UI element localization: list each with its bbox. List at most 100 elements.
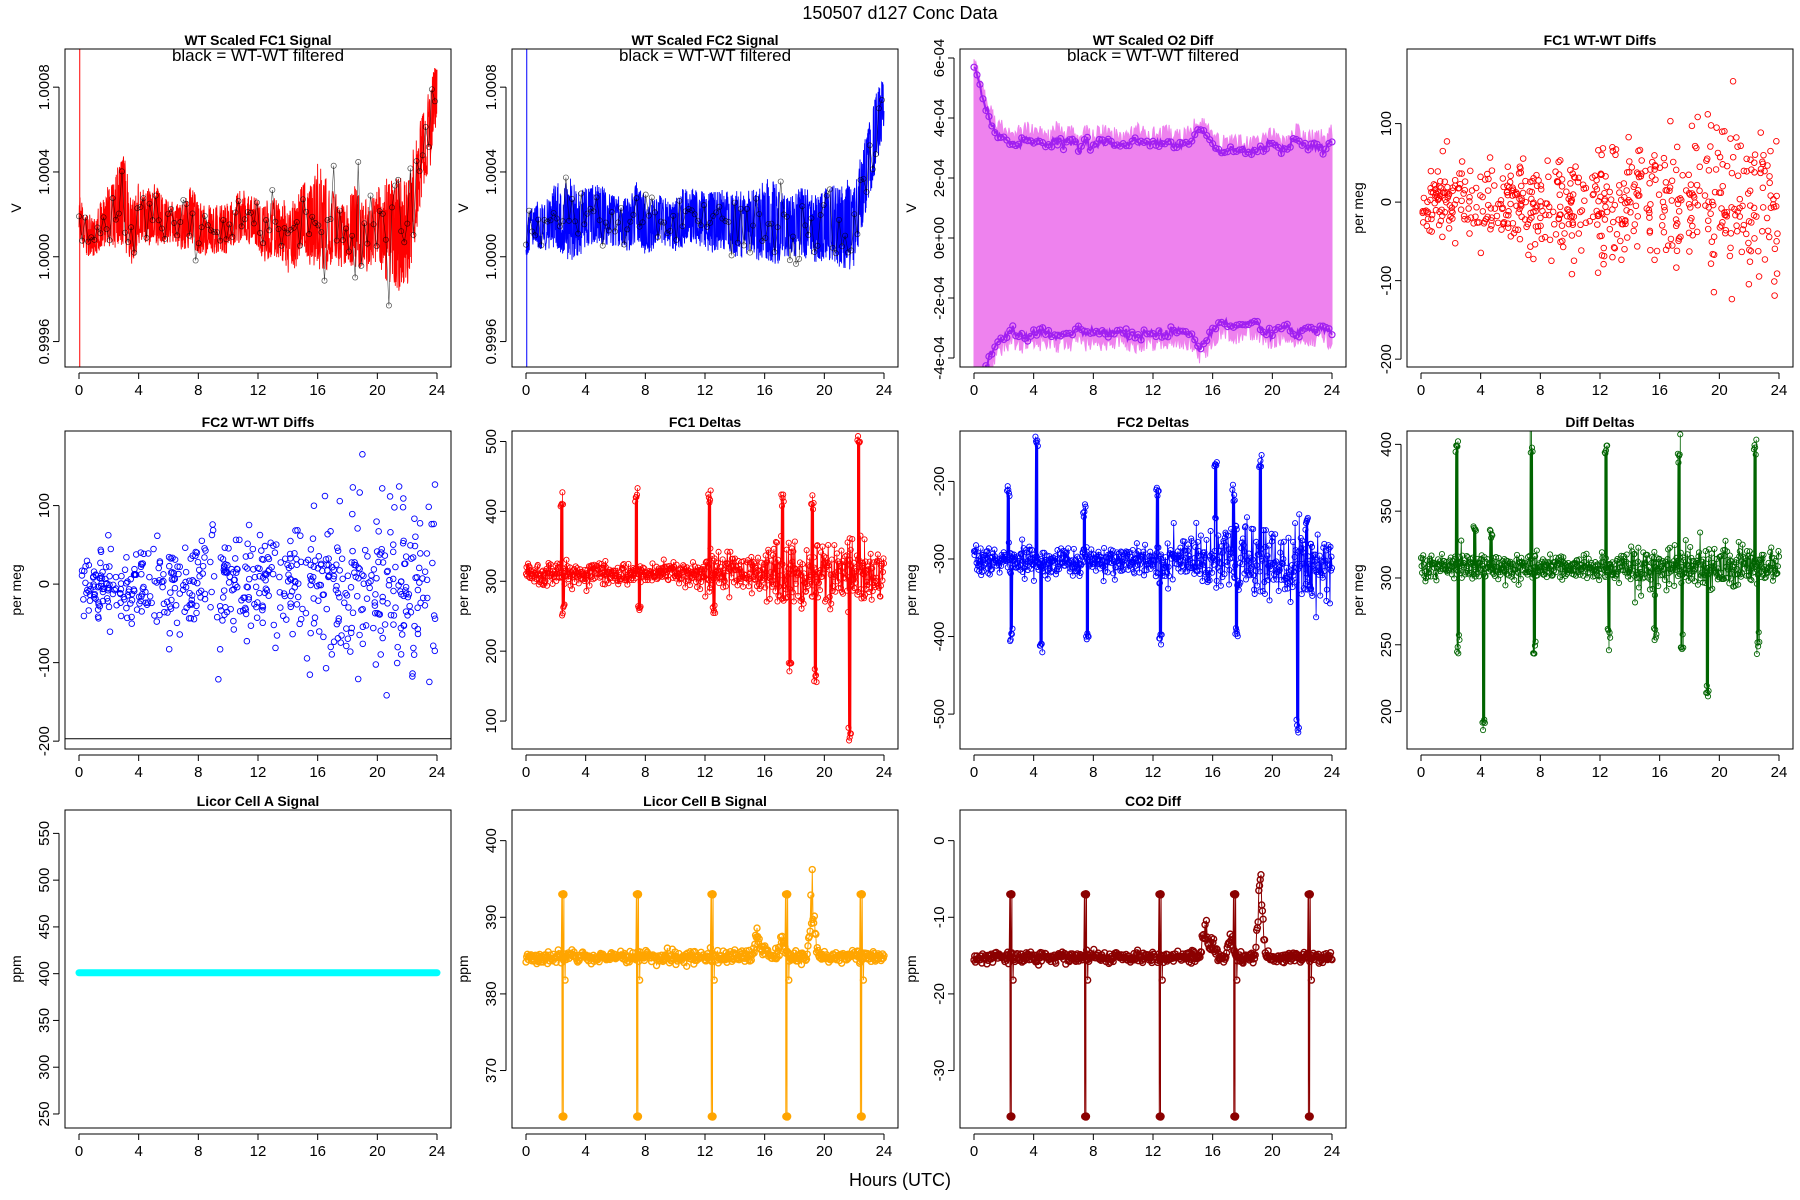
series-point bbox=[711, 602, 718, 609]
filtered-point bbox=[808, 215, 815, 222]
filtered-point bbox=[581, 221, 588, 228]
series-point bbox=[1228, 525, 1235, 532]
scatter-point bbox=[225, 579, 233, 586]
series-point bbox=[1604, 442, 1611, 449]
y-tick-label: 300 bbox=[483, 569, 500, 594]
scatter-point bbox=[192, 548, 199, 556]
series-point bbox=[1627, 567, 1634, 574]
scatter-point bbox=[400, 621, 407, 629]
y-tick-label: 0 bbox=[1378, 198, 1395, 206]
series-point bbox=[1596, 577, 1603, 584]
scatter-point bbox=[386, 493, 394, 500]
scatter-point bbox=[118, 572, 125, 580]
scatter-point bbox=[128, 620, 136, 627]
series-point bbox=[1006, 492, 1013, 500]
scatter-point bbox=[359, 451, 366, 458]
scatter-point bbox=[392, 604, 399, 611]
series-point bbox=[1212, 515, 1219, 522]
filtered-point bbox=[263, 217, 270, 224]
scatter-point bbox=[409, 554, 417, 561]
series-point bbox=[1547, 551, 1554, 558]
series-point bbox=[534, 561, 541, 569]
scatter-point bbox=[285, 571, 292, 578]
scatter-point bbox=[1767, 147, 1774, 155]
scatter-point bbox=[287, 537, 294, 545]
scatter-point bbox=[1461, 178, 1469, 185]
series-point bbox=[1276, 567, 1283, 574]
scatter-point bbox=[344, 572, 352, 580]
scatter-point bbox=[190, 578, 198, 585]
series-point bbox=[794, 592, 802, 599]
series-point bbox=[698, 578, 705, 586]
scatter-point bbox=[1757, 165, 1765, 173]
series-point bbox=[1242, 523, 1249, 530]
y-tick-label: 250 bbox=[36, 1101, 53, 1126]
filtered-point bbox=[722, 217, 729, 224]
series-point bbox=[1432, 569, 1439, 576]
series-point bbox=[988, 958, 997, 966]
scatter-point bbox=[1628, 164, 1636, 171]
series-point bbox=[1193, 519, 1200, 527]
scatter-point bbox=[1574, 178, 1582, 186]
scatter-point bbox=[1773, 138, 1780, 145]
scatter-point bbox=[424, 594, 431, 602]
scatter-point bbox=[400, 537, 407, 545]
spike-marker bbox=[558, 889, 568, 899]
scatter-point bbox=[256, 573, 263, 580]
series-point bbox=[1459, 552, 1466, 559]
scatter-point bbox=[1634, 213, 1642, 220]
series-point bbox=[1702, 548, 1709, 555]
filtered-point bbox=[691, 211, 698, 218]
series-point bbox=[1747, 576, 1754, 583]
x-axis-label: Hours (UTC) bbox=[849, 1170, 951, 1190]
filtered-point bbox=[556, 223, 563, 230]
scatter-point bbox=[414, 586, 422, 594]
plot-area bbox=[1419, 78, 1781, 303]
filtered-point bbox=[796, 255, 803, 262]
series-point bbox=[1034, 555, 1041, 562]
series-point bbox=[1322, 547, 1329, 554]
filtered-point bbox=[275, 226, 282, 232]
spike-marker bbox=[782, 1112, 792, 1121]
scatter-point bbox=[1491, 205, 1499, 212]
series-point bbox=[787, 659, 794, 666]
scatter-point bbox=[208, 588, 215, 596]
series-point bbox=[1308, 590, 1315, 597]
series-point bbox=[1016, 557, 1023, 564]
filtered-point bbox=[820, 202, 827, 209]
scatter-point bbox=[1647, 201, 1654, 208]
series-point bbox=[1697, 529, 1704, 536]
series-point bbox=[1727, 575, 1735, 582]
scatter-point bbox=[1672, 166, 1680, 174]
y-tick-label: 100 bbox=[1378, 111, 1395, 136]
filtered-point bbox=[734, 239, 741, 246]
scatter-point bbox=[1633, 169, 1641, 176]
scatter-point bbox=[96, 602, 104, 610]
series-point bbox=[1641, 574, 1648, 581]
scatter-point bbox=[1705, 167, 1713, 174]
y-tick-label: 250 bbox=[1378, 632, 1395, 657]
scatter-point bbox=[82, 579, 89, 587]
series-point bbox=[567, 582, 574, 589]
series-line bbox=[525, 436, 885, 741]
scatter-point bbox=[1606, 188, 1613, 196]
scatter-point bbox=[1764, 162, 1771, 169]
scatter-point bbox=[1733, 228, 1741, 235]
y-axis: -500-400-300-200 bbox=[931, 466, 955, 729]
series-point bbox=[1724, 548, 1731, 555]
scatter-point bbox=[170, 576, 177, 584]
series-point bbox=[774, 598, 781, 605]
series-point bbox=[1517, 575, 1524, 582]
scatter-point bbox=[1666, 187, 1673, 195]
scatter-point bbox=[1578, 207, 1586, 214]
series-point bbox=[1124, 552, 1131, 559]
filtered-point bbox=[667, 227, 674, 234]
scatter-point bbox=[256, 531, 264, 539]
series-point bbox=[1472, 527, 1479, 534]
scatter-point bbox=[213, 613, 221, 621]
scatter-point bbox=[1693, 144, 1700, 152]
y-tick-label: 0 bbox=[36, 580, 53, 588]
filtered-point bbox=[599, 242, 606, 249]
